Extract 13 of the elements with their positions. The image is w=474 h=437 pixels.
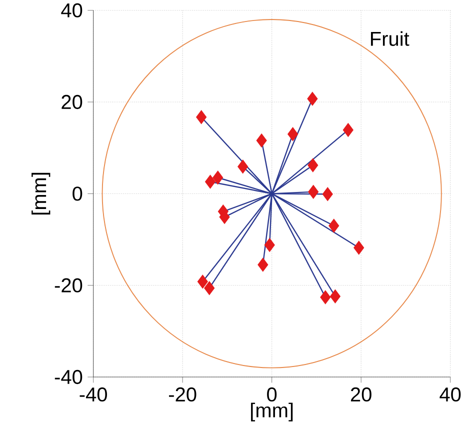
y-axis-title: [mm] bbox=[32, 172, 50, 214]
y-tick-label: 20 bbox=[62, 94, 82, 110]
y-tick-label: 0 bbox=[72, 186, 82, 201]
x-axis-title: [mm] bbox=[251, 402, 293, 422]
annotation: Fruit bbox=[370, 31, 410, 46]
x-tick-label: 20 bbox=[350, 387, 372, 402]
x-tick-label: -40 bbox=[80, 387, 107, 402]
x-tick-label: 40 bbox=[440, 387, 461, 402]
x-tick-label: 0 bbox=[267, 387, 277, 402]
y-tick-label: 40 bbox=[61, 3, 82, 18]
x-tick-label: -20 bbox=[169, 387, 196, 402]
y-tick-label: -20 bbox=[54, 278, 82, 292]
y-tick-label: -40 bbox=[54, 370, 82, 384]
